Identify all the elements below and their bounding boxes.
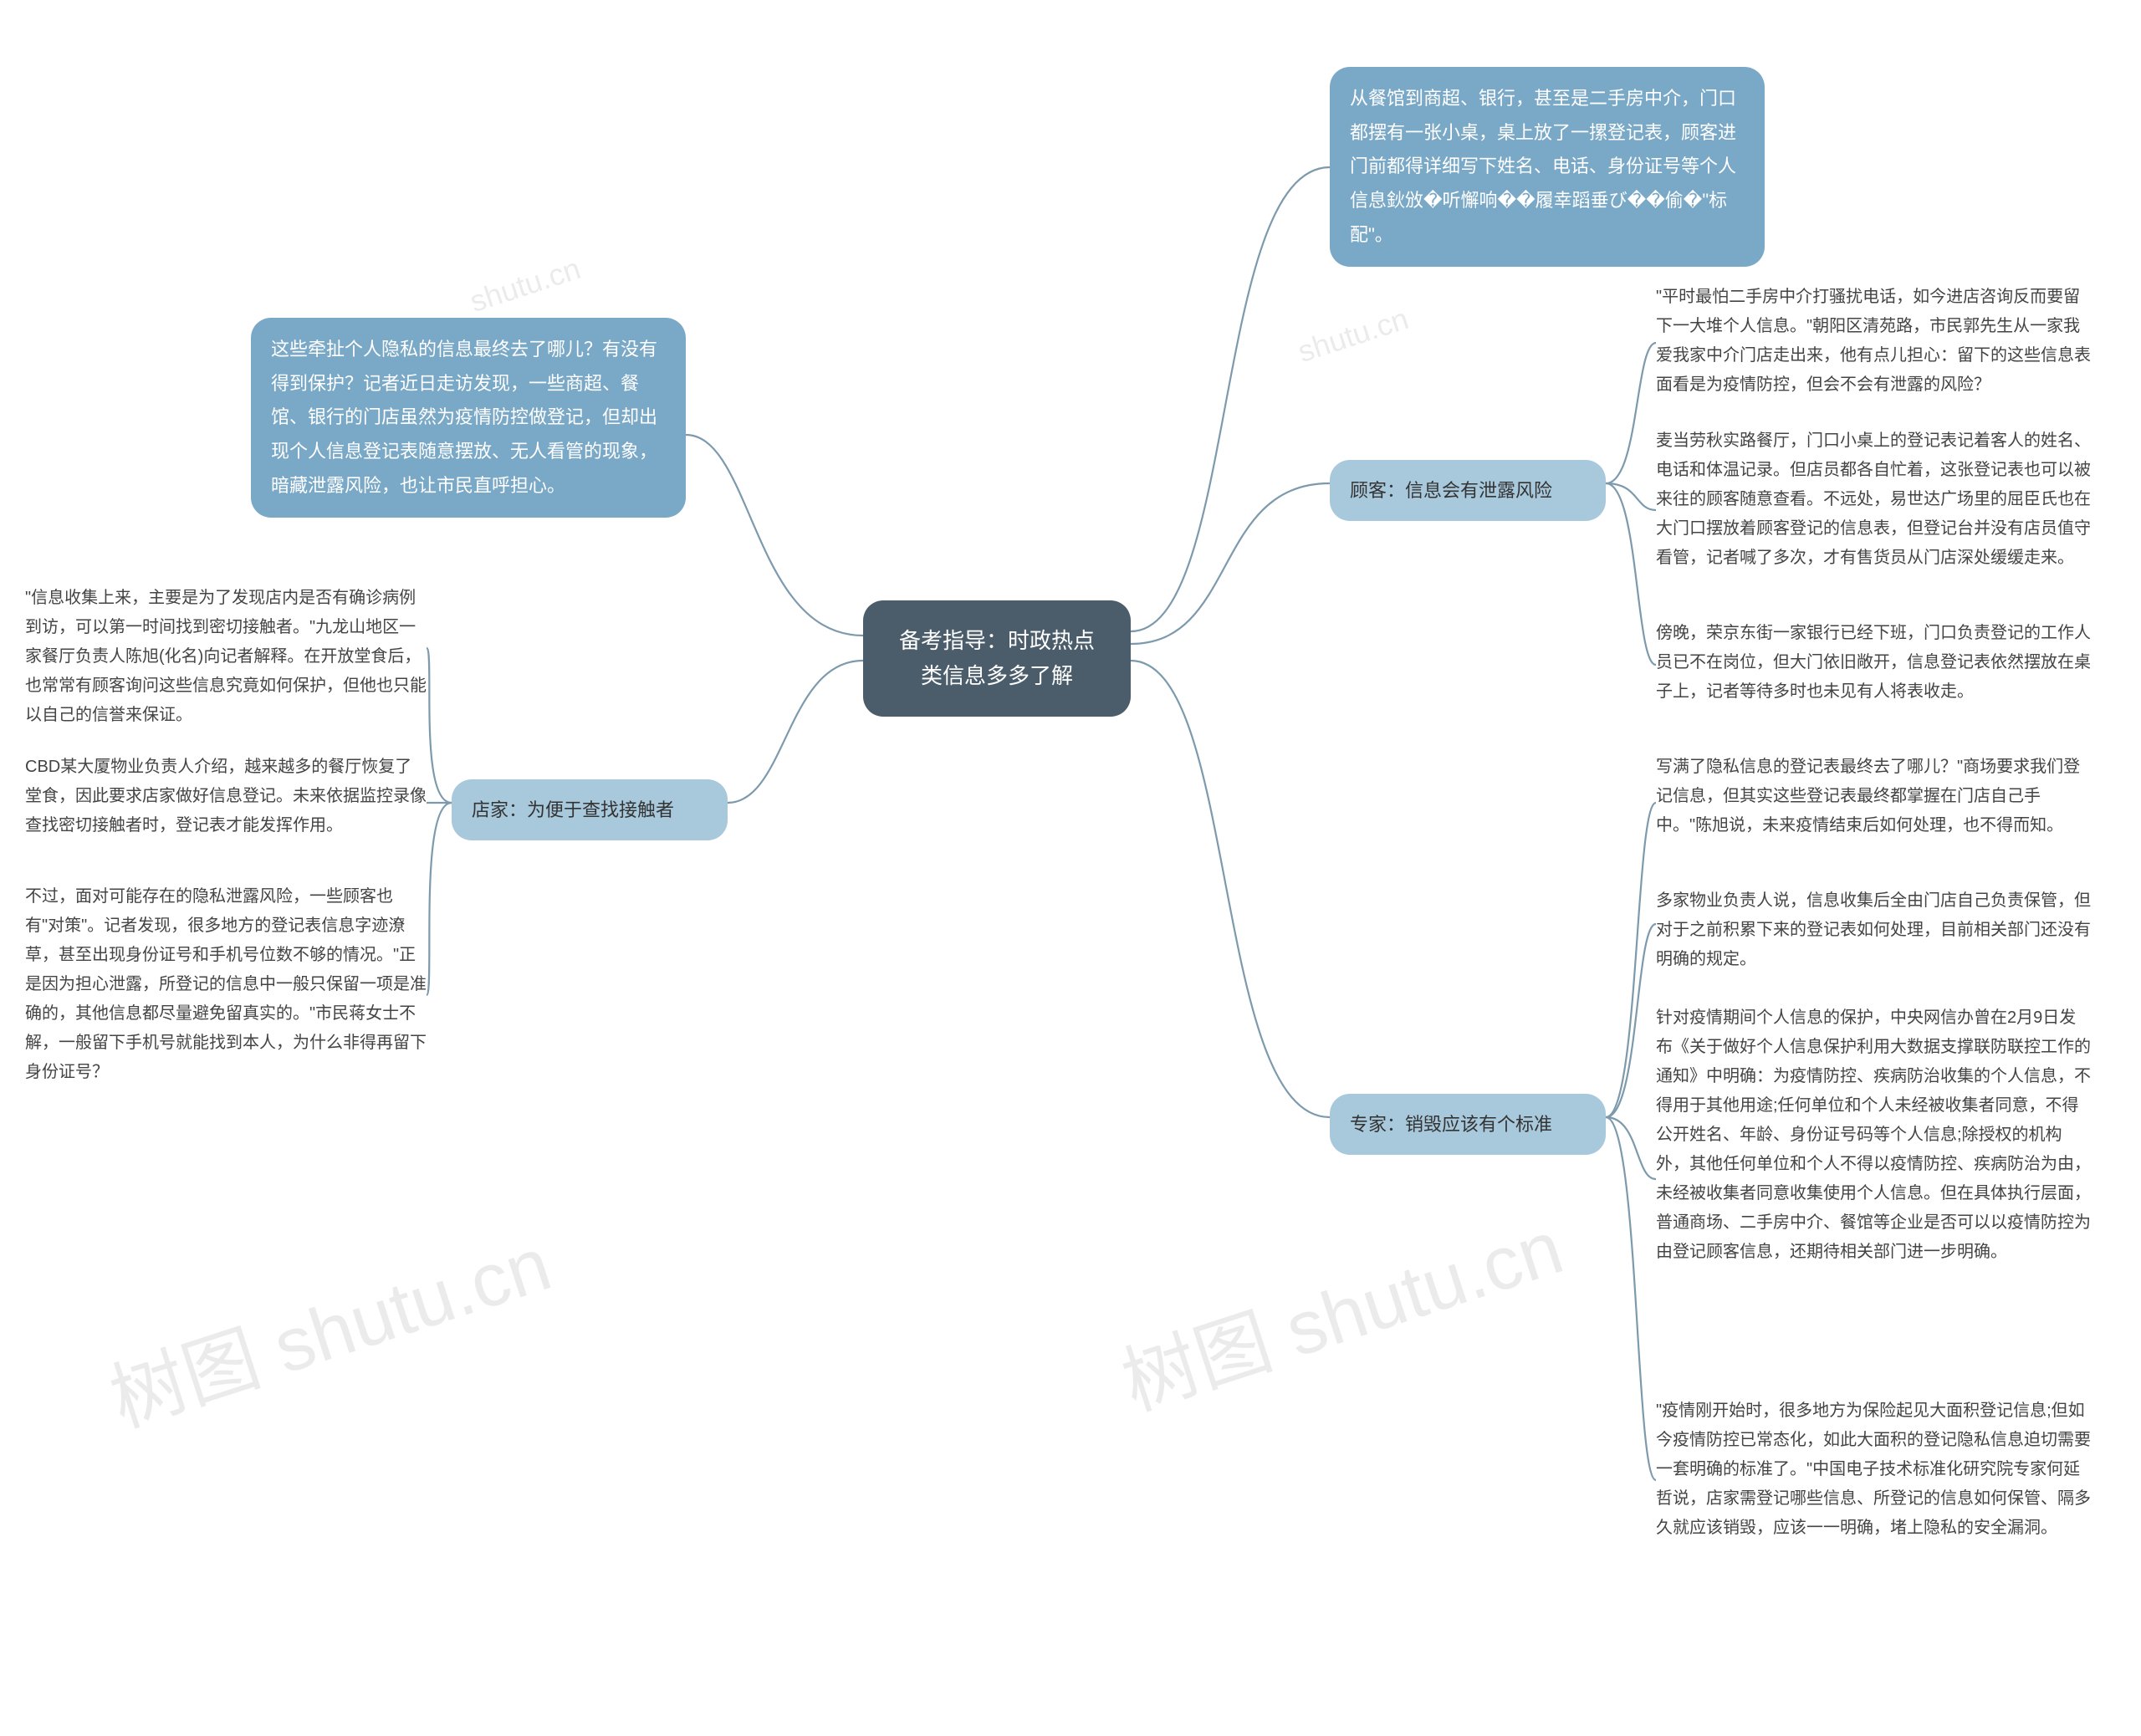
right-branch1-node: 顾客：信息会有泄露风险 bbox=[1330, 460, 1606, 521]
left-intro-node: 这些牵扯个人隐私的信息最终去了哪儿？有没有得到保护？记者近日走访发现，一些商超、… bbox=[251, 318, 686, 518]
right-leaf: 写满了隐私信息的登记表最终去了哪儿？"商场要求我们登记信息，但其实这些登记表最终… bbox=[1656, 753, 2091, 840]
right-leaf: 针对疫情期间个人信息的保护，中央网信办曾在2月9日发布《关于做好个人信息保护利用… bbox=[1656, 1003, 2091, 1267]
left-intro-text: 这些牵扯个人隐私的信息最终去了哪儿？有没有得到保护？记者近日走访发现，一些商超、… bbox=[271, 339, 657, 496]
right-leaf: 多家物业负责人说，信息收集后全由门店自己负责保管，但对于之前积累下来的登记表如何… bbox=[1656, 886, 2091, 974]
right-branch1-label: 顾客：信息会有泄露风险 bbox=[1350, 480, 1552, 501]
right-leaf: 傍晚，荣京东街一家银行已经下班，门口负责登记的工作人员已不在岗位，但大门依旧敞开… bbox=[1656, 619, 2091, 707]
right-branch2-node: 专家：销毁应该有个标准 bbox=[1330, 1094, 1606, 1155]
left-leaf: "信息收集上来，主要是为了发现店内是否有确诊病例到访，可以第一时间找到密切接触者… bbox=[25, 584, 427, 730]
left-branch-node: 店家：为便于查找接触者 bbox=[452, 779, 728, 840]
watermark: 树图 shutu.cn bbox=[1106, 1187, 1574, 1431]
right-branch2-label: 专家：销毁应该有个标准 bbox=[1350, 1114, 1552, 1135]
right-intro-text: 从餐馆到商超、银行，甚至是二手房中介，门口都摆有一张小桌，桌上放了一摞登记表，顾… bbox=[1350, 88, 1736, 245]
left-branch-label: 店家：为便于查找接触者 bbox=[472, 799, 674, 820]
right-leaf: "疫情刚开始时，很多地方为保险起见大面积登记信息;但如今疫情防控已常态化，如此大… bbox=[1656, 1396, 2091, 1543]
right-leaf: 麦当劳秋实路餐厅，门口小桌上的登记表记着客人的姓名、电话和体温记录。但店员都各自… bbox=[1656, 426, 2091, 573]
left-leaf: 不过，面对可能存在的隐私泄露风险，一些顾客也有"对策"。记者发现，很多地方的登记… bbox=[25, 882, 427, 1087]
center-text: 备考指导：时政热点类信息多多了解 bbox=[899, 628, 1095, 688]
right-leaf: "平时最怕二手房中介打骚扰电话，如今进店咨询反而要留下一大堆个人信息。"朝阳区清… bbox=[1656, 283, 2091, 400]
watermark: 树图 shutu.cn bbox=[95, 1203, 562, 1448]
left-leaf: CBD某大厦物业负责人介绍，越来越多的餐厅恢复了堂食，因此要求店家做好信息登记。… bbox=[25, 753, 427, 840]
center-node: 备考指导：时政热点类信息多多了解 bbox=[863, 600, 1131, 717]
watermark: shutu.cn bbox=[466, 251, 585, 319]
watermark: shutu.cn bbox=[1294, 301, 1413, 370]
right-intro-node: 从餐馆到商超、银行，甚至是二手房中介，门口都摆有一张小桌，桌上放了一摞登记表，顾… bbox=[1330, 67, 1765, 267]
